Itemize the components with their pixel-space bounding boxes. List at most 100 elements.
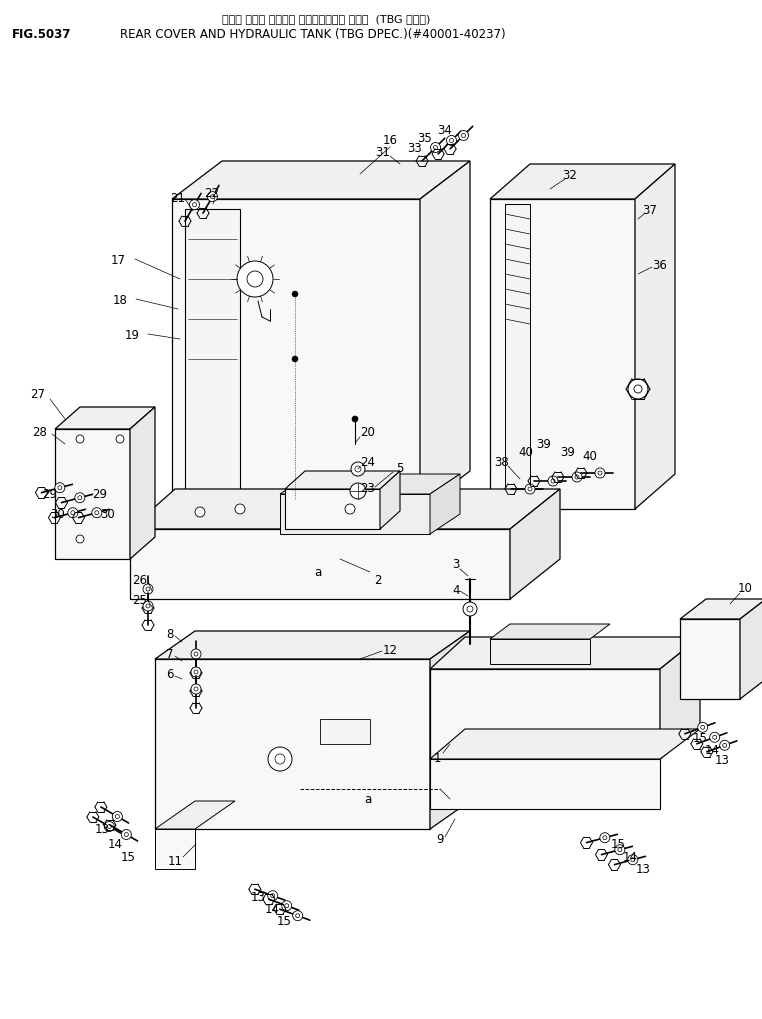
Text: 10: 10 [738, 581, 752, 594]
Polygon shape [740, 599, 762, 699]
Circle shape [78, 496, 82, 500]
Circle shape [112, 812, 123, 821]
Text: 13: 13 [94, 822, 110, 836]
Text: 24: 24 [360, 455, 376, 468]
Circle shape [603, 836, 607, 840]
Polygon shape [430, 637, 700, 669]
Polygon shape [505, 205, 530, 504]
Text: 26: 26 [133, 573, 148, 586]
Text: 22: 22 [204, 186, 219, 200]
Text: 28: 28 [33, 425, 47, 438]
Circle shape [595, 469, 605, 479]
Text: 19: 19 [124, 328, 139, 341]
Circle shape [459, 131, 469, 142]
Text: 40: 40 [583, 449, 597, 462]
Text: 20: 20 [360, 425, 376, 438]
Circle shape [548, 477, 558, 486]
Polygon shape [380, 472, 400, 530]
Polygon shape [430, 475, 460, 535]
Text: 38: 38 [495, 455, 509, 468]
Text: FIG.5037: FIG.5037 [12, 28, 72, 41]
Circle shape [698, 722, 708, 733]
Circle shape [190, 201, 200, 211]
Text: 27: 27 [30, 388, 46, 401]
Circle shape [194, 671, 198, 675]
Circle shape [235, 504, 245, 515]
Circle shape [107, 824, 111, 828]
Text: 16: 16 [383, 133, 398, 147]
Circle shape [191, 685, 201, 694]
Polygon shape [660, 637, 700, 759]
Circle shape [618, 848, 622, 852]
Circle shape [195, 507, 205, 518]
Circle shape [528, 487, 532, 491]
Circle shape [628, 855, 638, 865]
Polygon shape [680, 620, 740, 699]
Circle shape [351, 463, 365, 477]
Text: 13: 13 [715, 753, 729, 765]
Circle shape [271, 894, 274, 898]
Text: 25: 25 [133, 593, 147, 606]
Circle shape [268, 747, 292, 771]
Circle shape [116, 435, 124, 443]
Polygon shape [130, 408, 155, 559]
Text: 39: 39 [561, 445, 575, 459]
Polygon shape [285, 472, 400, 489]
Text: 17: 17 [110, 254, 126, 266]
Circle shape [722, 744, 727, 748]
Text: 7: 7 [166, 648, 174, 661]
Text: 29: 29 [43, 488, 57, 501]
Circle shape [701, 726, 705, 730]
Text: 30: 30 [101, 508, 115, 521]
Circle shape [296, 914, 299, 918]
Text: a: a [364, 793, 372, 806]
Circle shape [210, 196, 214, 200]
Circle shape [712, 736, 717, 740]
Circle shape [267, 891, 277, 901]
Text: 5: 5 [396, 461, 404, 474]
Circle shape [600, 833, 610, 843]
Polygon shape [490, 639, 590, 664]
Text: 12: 12 [383, 643, 398, 656]
Circle shape [71, 512, 75, 516]
Polygon shape [130, 489, 560, 530]
Circle shape [191, 667, 201, 678]
Polygon shape [155, 632, 470, 659]
Circle shape [355, 467, 361, 473]
Text: 2: 2 [374, 573, 382, 586]
Polygon shape [430, 730, 700, 759]
Text: 4: 4 [453, 583, 459, 596]
Circle shape [237, 262, 273, 298]
Circle shape [634, 385, 642, 393]
Circle shape [191, 649, 201, 659]
Text: 11: 11 [168, 855, 183, 867]
Polygon shape [155, 801, 235, 829]
Circle shape [292, 357, 298, 363]
Text: 37: 37 [642, 204, 658, 216]
Circle shape [462, 135, 466, 139]
Polygon shape [285, 489, 380, 530]
Text: リヤー カバー オヤビ・ ハイドロリック タンク  (TBG ショウ): リヤー カバー オヤビ・ ハイドロリック タンク (TBG ショウ) [222, 14, 431, 24]
Text: 23: 23 [360, 481, 376, 494]
Circle shape [525, 484, 535, 494]
Circle shape [434, 147, 437, 151]
Polygon shape [430, 632, 470, 829]
Text: 29: 29 [92, 488, 107, 501]
Circle shape [598, 472, 602, 476]
Text: 3: 3 [453, 558, 459, 571]
Circle shape [115, 815, 120, 818]
Polygon shape [430, 669, 660, 759]
Circle shape [92, 508, 102, 519]
Polygon shape [490, 165, 675, 200]
Text: 14: 14 [264, 903, 280, 916]
Polygon shape [280, 475, 460, 494]
Text: 6: 6 [166, 667, 174, 681]
Circle shape [146, 587, 150, 591]
Text: 8: 8 [166, 628, 174, 641]
Text: 15: 15 [693, 731, 707, 744]
Circle shape [194, 688, 198, 691]
Circle shape [345, 504, 355, 515]
Circle shape [447, 137, 456, 147]
Circle shape [193, 204, 197, 208]
Text: 21: 21 [171, 192, 185, 204]
